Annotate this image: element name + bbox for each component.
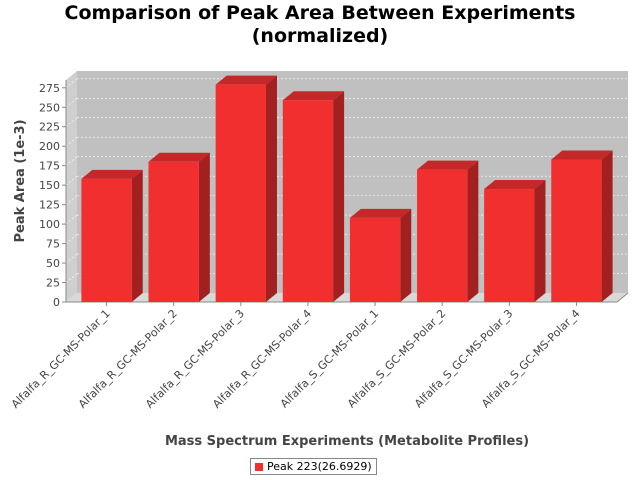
x-axis-label: Mass Spectrum Experiments (Metabolite Pr… (165, 434, 529, 449)
bar-front (81, 178, 132, 302)
chart-title-line-1: Comparison of Peak Area Between Experime… (64, 2, 576, 24)
y-tick-label: 125 (39, 199, 60, 212)
bar-top (81, 169, 143, 179)
y-tick-label: 225 (39, 121, 60, 134)
y-tick-label: 25 (46, 277, 60, 290)
bar-side (534, 180, 546, 302)
bar-side (333, 91, 345, 303)
bar (215, 75, 277, 303)
bar (81, 169, 143, 302)
bar-side (131, 169, 143, 302)
chart-title-line-2: (normalized) (251, 25, 389, 47)
y-tick-label: 50 (46, 257, 60, 270)
bar-top (148, 152, 210, 162)
bar-front (215, 84, 266, 303)
bar-top (282, 91, 345, 101)
bar-top (551, 150, 613, 160)
chart-title: Comparison of Peak Area Between Experime… (0, 2, 640, 48)
y-tick-label: 100 (39, 218, 60, 231)
bar-top (349, 208, 412, 218)
bar-front (282, 100, 334, 303)
bar-front (484, 189, 535, 302)
bar-side (601, 150, 613, 302)
bar (551, 150, 613, 302)
bar-top (215, 75, 277, 85)
y-tick-label: 275 (39, 82, 60, 95)
bar (282, 91, 345, 303)
y-tick-label: 75 (46, 238, 60, 251)
y-tick-label: 200 (39, 140, 60, 153)
bar-front (417, 169, 468, 302)
y-axis-label: Peak Area (1e-3) (13, 119, 28, 242)
bar (417, 160, 479, 302)
bar-side (400, 208, 412, 302)
y-tick-label: 175 (39, 160, 60, 173)
bar-front (148, 161, 199, 302)
x-axis: Alfalfa_R_GC-MS-Polar_1Alfalfa_R_GC-MS-P… (9, 302, 583, 411)
bar (484, 180, 546, 302)
legend: Peak 223(26.6929) (250, 458, 377, 475)
bar-front (551, 159, 602, 302)
y-axis: 0 25 50 75 100 125 150 175 200 225 250 275 (39, 80, 67, 309)
bar-side (467, 160, 479, 302)
bar (148, 152, 210, 302)
legend-swatch (255, 462, 263, 471)
bars (81, 75, 613, 303)
y-tick-label: 0 (53, 296, 60, 309)
legend-label: Peak 223(26.6929) (267, 460, 372, 473)
plot-left-wall (66, 71, 77, 302)
bar-top (484, 180, 546, 190)
bar-top (417, 160, 479, 170)
bar-side (198, 152, 210, 302)
y-tick-label: 150 (39, 179, 60, 192)
y-tick-label: 250 (39, 101, 60, 114)
bar (349, 208, 412, 302)
bar-side (265, 75, 277, 303)
bar-front (349, 217, 401, 302)
